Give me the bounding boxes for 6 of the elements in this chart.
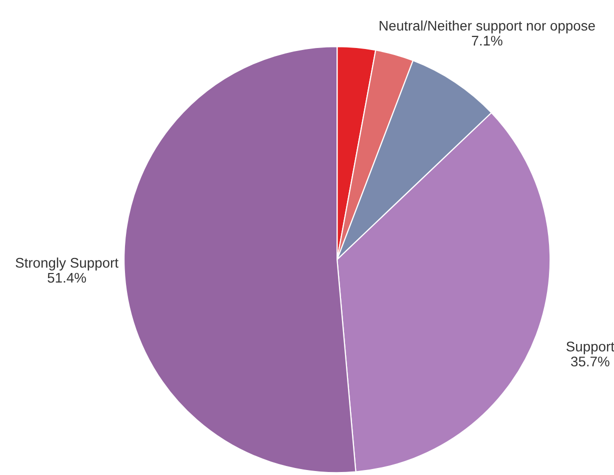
data-label: 7.1% xyxy=(472,36,502,46)
slice-label: Neutral/Neither support nor oppose xyxy=(380,20,595,34)
slice-label: Strongly Support xyxy=(16,258,118,270)
data-label: 51.4% xyxy=(48,272,86,283)
slice-label: Support xyxy=(566,342,614,354)
data-label: 35.7% xyxy=(571,356,610,366)
